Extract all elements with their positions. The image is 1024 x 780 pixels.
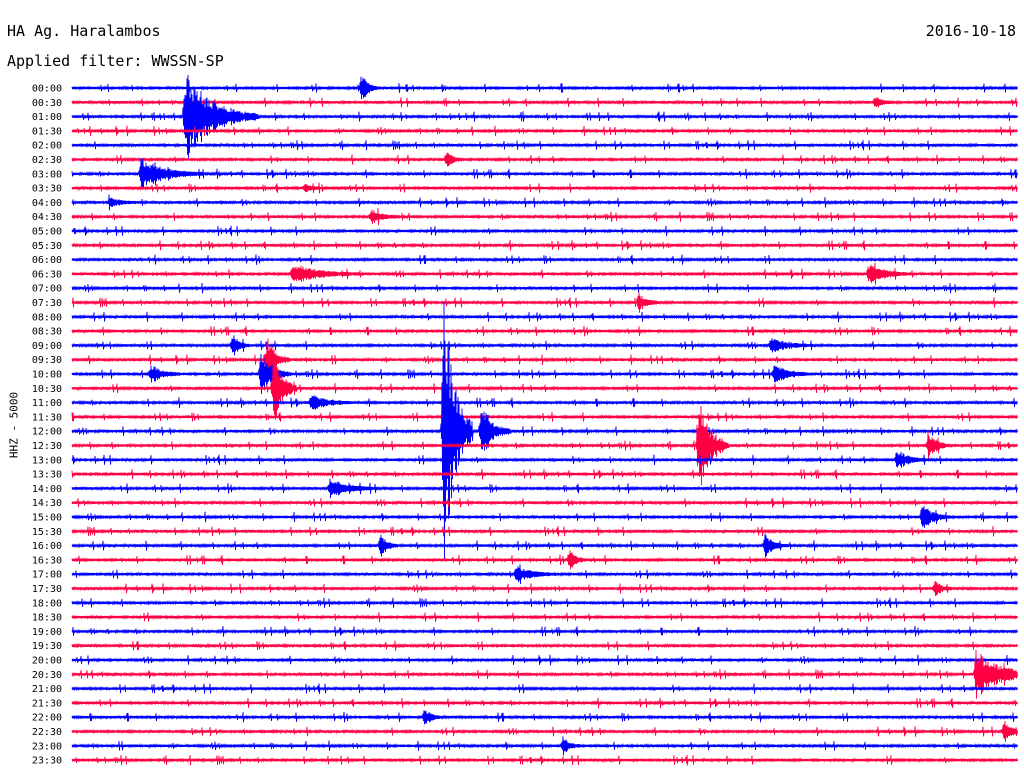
time-label: 03:30 [32,184,62,195]
time-label: 23:00 [32,741,62,752]
time-label: 10:30 [32,384,62,395]
time-label: 02:00 [32,141,62,152]
time-label: 07:00 [32,284,62,295]
time-label: 12:00 [32,427,62,438]
time-label: 22:00 [32,713,62,724]
time-label: 01:30 [32,126,62,137]
time-label: 14:00 [32,484,62,495]
time-label: 04:30 [32,212,62,223]
time-label: 23:30 [32,756,62,767]
time-label: 15:30 [32,527,62,538]
time-label: 17:30 [32,584,62,595]
time-label: 13:30 [32,470,62,481]
time-label: 21:00 [32,684,62,695]
time-label: 15:00 [32,513,62,524]
trace-row [71,357,1018,420]
time-label: 06:30 [32,269,62,280]
time-label: 08:00 [32,312,62,323]
time-label: 16:30 [32,555,62,566]
time-label: 12:30 [32,441,62,452]
seismic-traces [71,74,1018,766]
time-label: 17:00 [32,570,62,581]
time-label: 08:30 [32,327,62,338]
time-label: 22:30 [32,727,62,738]
time-label: 09:00 [32,341,62,352]
time-label: 00:30 [32,98,62,109]
time-label: 18:00 [32,598,62,609]
time-label: 13:00 [32,455,62,466]
station-title: HA Ag. Haralambos [7,22,161,40]
time-label: 02:30 [32,155,62,166]
time-label: 11:00 [32,398,62,409]
time-label: 06:00 [32,255,62,266]
time-label: 19:00 [32,627,62,638]
time-label: 11:30 [32,412,62,423]
time-labels: 00:00 00:30 01:00 01:30 02:00 02:30 03:00 03:30… [32,84,62,767]
time-label: 01:00 [32,112,62,123]
date-label: 2016-10-18 [925,22,1016,40]
time-label: 21:30 [32,698,62,709]
time-label: 19:30 [32,641,62,652]
time-label: 20:30 [32,670,62,681]
trace-row [71,611,1018,623]
time-label: 09:30 [32,355,62,366]
time-label: 05:30 [32,241,62,252]
time-label: 18:30 [32,613,62,624]
time-label: 03:00 [32,169,62,180]
time-label: 05:00 [32,227,62,238]
time-label: 10:00 [32,370,62,381]
time-label: 16:00 [32,541,62,552]
time-label: 07:30 [32,298,62,309]
time-label: 00:00 [32,84,62,95]
time-label: 04:00 [32,198,62,209]
time-label: 14:30 [32,498,62,509]
time-label: 20:00 [32,656,62,667]
filter-subtitle: Applied filter: WWSSN-SP [7,52,224,70]
